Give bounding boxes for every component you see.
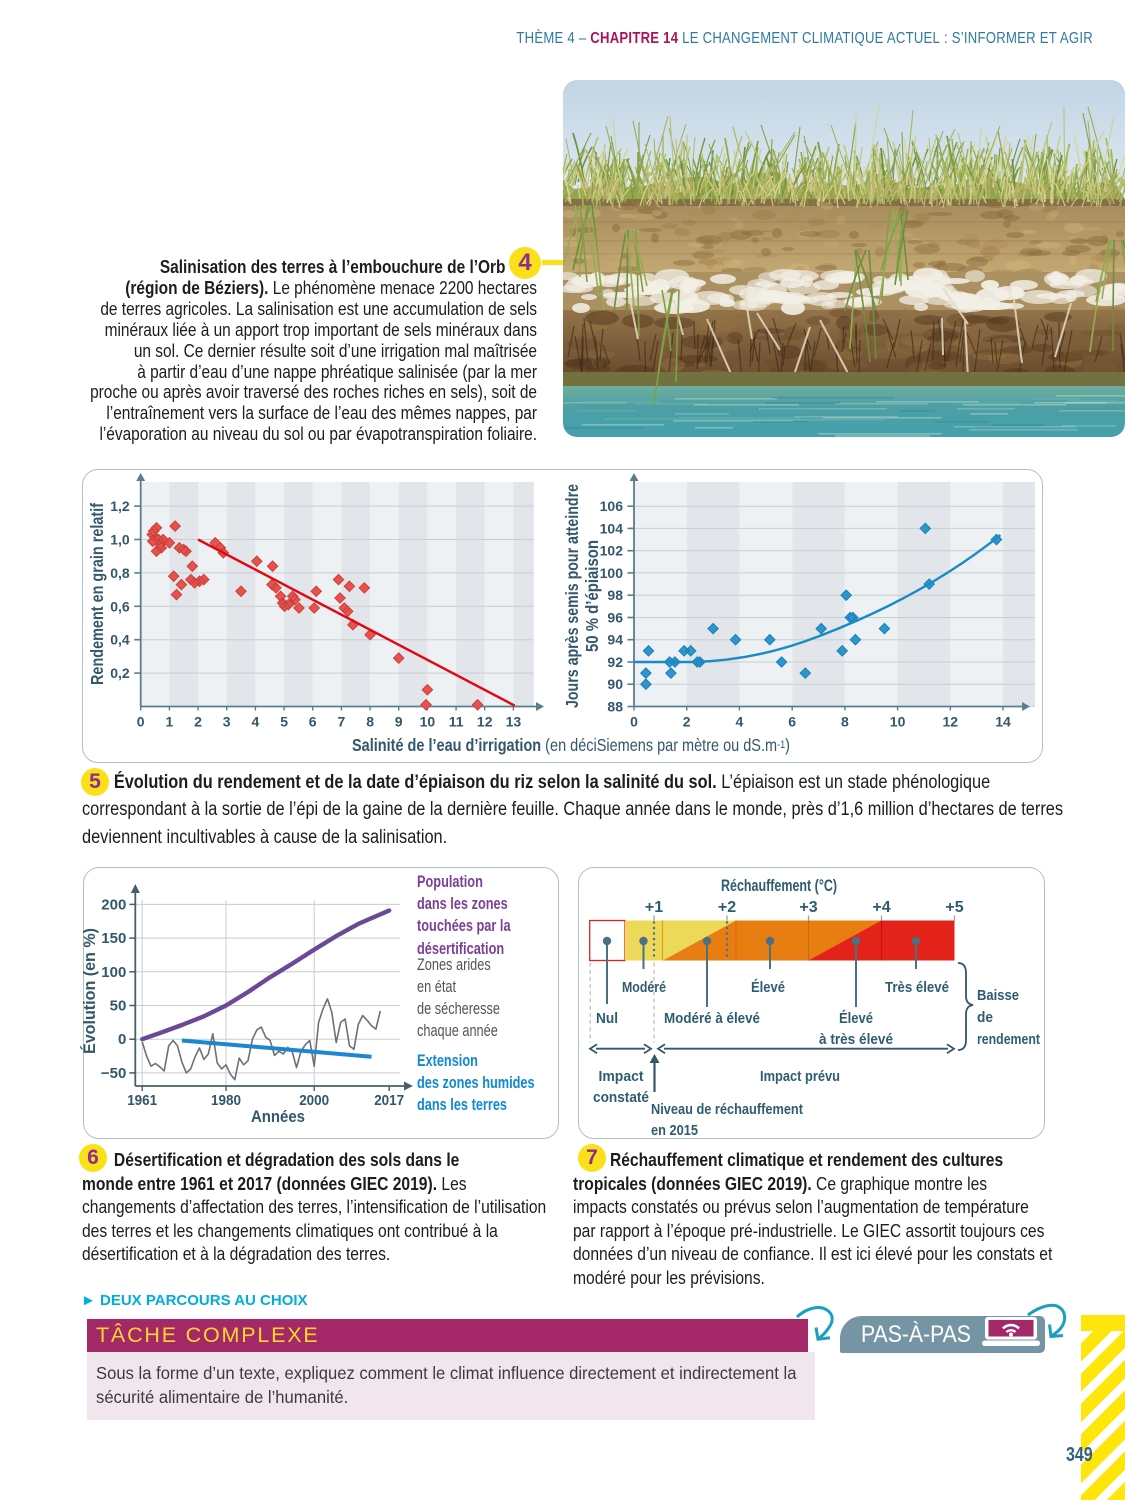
svg-text:10: 10 xyxy=(420,714,436,730)
svg-text:2: 2 xyxy=(683,714,691,730)
svg-text:96: 96 xyxy=(607,610,623,626)
svg-text:104: 104 xyxy=(600,520,624,536)
svg-text:7: 7 xyxy=(338,714,346,730)
svg-text:Baisse: Baisse xyxy=(977,987,1019,1004)
svg-text:50: 50 xyxy=(110,998,127,1015)
svg-text:Réchauffement (°C): Réchauffement (°C) xyxy=(721,876,837,895)
svg-text:Impact: Impact xyxy=(599,1068,644,1085)
svg-text:0: 0 xyxy=(630,714,638,730)
svg-text:Évolution (en %): Évolution (en %) xyxy=(80,928,99,1054)
svg-text:+3: +3 xyxy=(799,899,817,916)
svg-text:12: 12 xyxy=(477,714,493,730)
svg-text:0: 0 xyxy=(118,1031,126,1048)
svg-text:0,2: 0,2 xyxy=(110,665,130,681)
svg-text:102: 102 xyxy=(600,543,624,559)
svg-text:0: 0 xyxy=(137,714,145,730)
svg-text:50 % d’épiaison: 50 % d’épiaison xyxy=(582,540,602,652)
svg-text:Modéré: Modéré xyxy=(622,979,666,996)
svg-text:2017: 2017 xyxy=(374,1092,404,1109)
svg-text:4: 4 xyxy=(252,714,260,730)
svg-text:200: 200 xyxy=(101,896,126,913)
svg-text:8: 8 xyxy=(841,714,849,730)
svg-text:3: 3 xyxy=(223,714,231,730)
svg-text:rendement: rendement xyxy=(977,1031,1040,1048)
svg-text:88: 88 xyxy=(607,699,623,715)
svg-text:1980: 1980 xyxy=(211,1092,241,1109)
svg-text:8: 8 xyxy=(366,714,374,730)
svg-text:100: 100 xyxy=(101,964,126,981)
svg-text:90: 90 xyxy=(607,676,623,692)
svg-text:1: 1 xyxy=(166,714,174,730)
svg-text:Niveau de réchauffement: Niveau de réchauffement xyxy=(651,1101,803,1118)
svg-text:+4: +4 xyxy=(872,899,890,916)
svg-text:2000: 2000 xyxy=(299,1092,329,1109)
svg-text:12: 12 xyxy=(943,714,959,730)
svg-text:14: 14 xyxy=(995,714,1011,730)
svg-text:1961: 1961 xyxy=(127,1092,157,1109)
svg-text:5: 5 xyxy=(280,714,288,730)
svg-text:94: 94 xyxy=(607,632,623,648)
svg-text:Modéré à élevé: Modéré à élevé xyxy=(664,1010,760,1027)
svg-text:Nul: Nul xyxy=(596,1010,618,1027)
svg-text:4: 4 xyxy=(736,714,744,730)
svg-text:en 2015: en 2015 xyxy=(651,1122,698,1139)
svg-text:100: 100 xyxy=(600,565,624,581)
svg-text:Salinité de l’eau d’irrigation: Salinité de l’eau d’irrigation (en déciS… xyxy=(352,735,790,755)
svg-text:Élevé: Élevé xyxy=(839,1010,873,1027)
svg-text:0,8: 0,8 xyxy=(110,565,130,581)
svg-text:Très élevé: Très élevé xyxy=(885,979,949,996)
svg-text:à très élevé: à très élevé xyxy=(819,1031,893,1048)
svg-text:0,4: 0,4 xyxy=(110,632,130,648)
svg-text:13: 13 xyxy=(506,714,522,730)
svg-text:constaté: constaté xyxy=(593,1089,649,1106)
svg-text:Jours après semis pour atteind: Jours après semis pour atteindre xyxy=(562,484,582,708)
svg-text:+5: +5 xyxy=(945,899,963,916)
svg-text:Élevé: Élevé xyxy=(751,979,785,996)
svg-text:2: 2 xyxy=(194,714,202,730)
svg-text:0,6: 0,6 xyxy=(110,598,130,614)
svg-text:+2: +2 xyxy=(718,899,736,916)
svg-text:−50: −50 xyxy=(101,1065,126,1082)
svg-text:de: de xyxy=(977,1009,993,1026)
svg-text:150: 150 xyxy=(101,930,126,947)
svg-text:Années: Années xyxy=(251,1108,305,1126)
svg-text:92: 92 xyxy=(607,654,623,670)
svg-text:11: 11 xyxy=(449,714,464,730)
svg-text:Impact prévu: Impact prévu xyxy=(760,1068,840,1085)
svg-text:106: 106 xyxy=(600,498,624,514)
svg-text:+1: +1 xyxy=(645,899,663,916)
svg-text:1,0: 1,0 xyxy=(110,532,130,548)
svg-text:10: 10 xyxy=(890,714,906,730)
svg-text:9: 9 xyxy=(395,714,403,730)
svg-text:6: 6 xyxy=(309,714,317,730)
svg-text:Rendement en grain relatif: Rendement en grain relatif xyxy=(87,503,107,685)
svg-text:6: 6 xyxy=(788,714,796,730)
svg-text:1,2: 1,2 xyxy=(110,498,130,514)
svg-text:98: 98 xyxy=(607,587,623,603)
